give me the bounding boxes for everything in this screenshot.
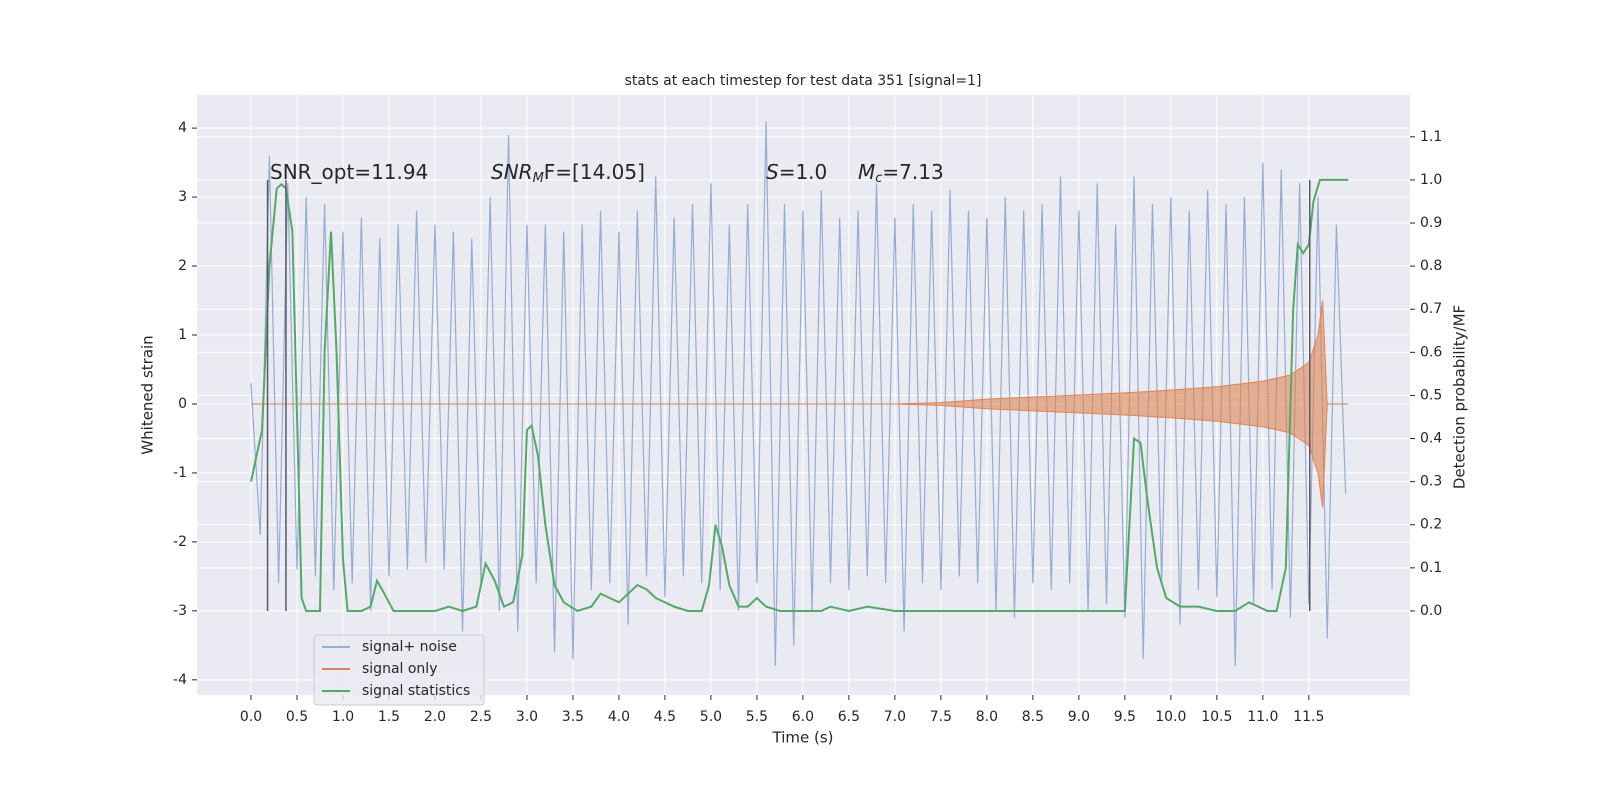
x-tick-label: 8.0 xyxy=(976,709,998,725)
y2-tick-label: 0.5 xyxy=(1420,387,1442,403)
annotation-part: M xyxy=(858,160,875,184)
y-tick-label: 2 xyxy=(178,258,187,274)
annotation-part: M xyxy=(533,171,544,186)
y2-axis-label: Detection probability/MF xyxy=(1451,305,1469,489)
y2-tick-label: 0.6 xyxy=(1420,344,1442,360)
annotation-part: F=[14.05] xyxy=(544,160,645,184)
x-tick-label: 4.5 xyxy=(654,709,676,725)
x-tick-label: 0.5 xyxy=(286,709,308,725)
legend-box xyxy=(313,634,485,706)
x-tick-label: 5.0 xyxy=(700,709,722,725)
annotation-part: S xyxy=(766,160,779,184)
x-tick-label: 9.0 xyxy=(1068,709,1090,725)
signal-area xyxy=(250,300,1349,508)
annotation-part: =7.13 xyxy=(882,160,943,184)
x-tick-label: 7.5 xyxy=(930,709,952,725)
x-tick-label: 6.0 xyxy=(792,709,814,725)
y2-tick-label: 0.1 xyxy=(1420,560,1442,576)
x-tick-label: 1.5 xyxy=(378,709,400,725)
y-tick-label: -3 xyxy=(173,603,187,619)
annotation: SNR_opt=11.94 xyxy=(270,160,428,184)
y2-tick-label: 0.2 xyxy=(1420,517,1442,533)
y-axis-label: Whitened strain xyxy=(139,335,157,454)
y2-tick-label: 0.3 xyxy=(1420,474,1442,490)
x-tick-label: 11.0 xyxy=(1247,709,1278,725)
y2-tick-label: 0.0 xyxy=(1420,603,1442,619)
x-tick-label: 1.0 xyxy=(332,709,354,725)
x-tick-label: 2.0 xyxy=(424,709,446,725)
y2-tick-label: 0.8 xyxy=(1420,258,1442,274)
y-tick-label: 3 xyxy=(178,189,187,205)
x-tick-label: 9.5 xyxy=(1114,709,1136,725)
y-tick-label: -4 xyxy=(173,672,187,688)
x-tick-label: 2.5 xyxy=(470,709,492,725)
y-tick-label: 1 xyxy=(178,327,187,343)
x-tick-label: 11.5 xyxy=(1293,709,1324,725)
x-tick-label: 4.0 xyxy=(608,709,630,725)
x-tick-label: 6.5 xyxy=(838,709,860,725)
annotation: SNRMF=[14.05] xyxy=(491,160,645,186)
annotation-part: SNR xyxy=(491,160,533,184)
x-tick-label: 5.5 xyxy=(746,709,768,725)
x-tick-label: 10.0 xyxy=(1155,709,1186,725)
y-tick-label: -2 xyxy=(173,534,187,550)
annotation-part: =1.0 xyxy=(779,160,828,184)
y-tick-label: -1 xyxy=(173,465,187,481)
annotation: Mc=7.13 xyxy=(858,160,944,186)
marks xyxy=(250,121,1349,667)
legend-label: signal statistics xyxy=(362,683,470,699)
annotation: S=1.0 xyxy=(766,160,827,184)
y2-tick-label: 0.9 xyxy=(1420,215,1442,231)
x-tick-label: 7.0 xyxy=(884,709,906,725)
y2-tick-label: 0.4 xyxy=(1420,431,1442,447)
legend-label: signal only xyxy=(362,661,437,677)
noise-line xyxy=(250,121,1347,667)
y2-tick-label: 0.7 xyxy=(1420,301,1442,317)
x-tick-label: 10.5 xyxy=(1201,709,1232,725)
chart-title: stats at each timestep for test data 351… xyxy=(625,73,982,89)
y2-tick-label: 1.0 xyxy=(1420,172,1442,188)
x-tick-label: 3.5 xyxy=(562,709,584,725)
y2-tick-label: 1.1 xyxy=(1420,129,1442,145)
x-tick-label: 8.5 xyxy=(1022,709,1044,725)
annotation-part: c xyxy=(875,171,882,186)
axes: 0.0 0.5 1.0 1.5 2.0 2.5 3.0 3.5 4.0 4.5 5.0 5.5 6.0 6… xyxy=(173,120,1442,725)
legend: signal+ noise signal only signal statistic… xyxy=(313,634,485,706)
x-axis-label: Time (s) xyxy=(772,729,834,747)
y-tick-label: 0 xyxy=(178,396,187,412)
annotation-part: SNR_opt=11.94 xyxy=(270,160,428,184)
stats-line xyxy=(250,178,1349,613)
x-tick-label: 3.0 xyxy=(516,709,538,725)
x-tick-label: 0.0 xyxy=(240,709,262,725)
y-tick-label: 4 xyxy=(178,120,187,136)
legend-label: signal+ noise xyxy=(362,639,457,655)
